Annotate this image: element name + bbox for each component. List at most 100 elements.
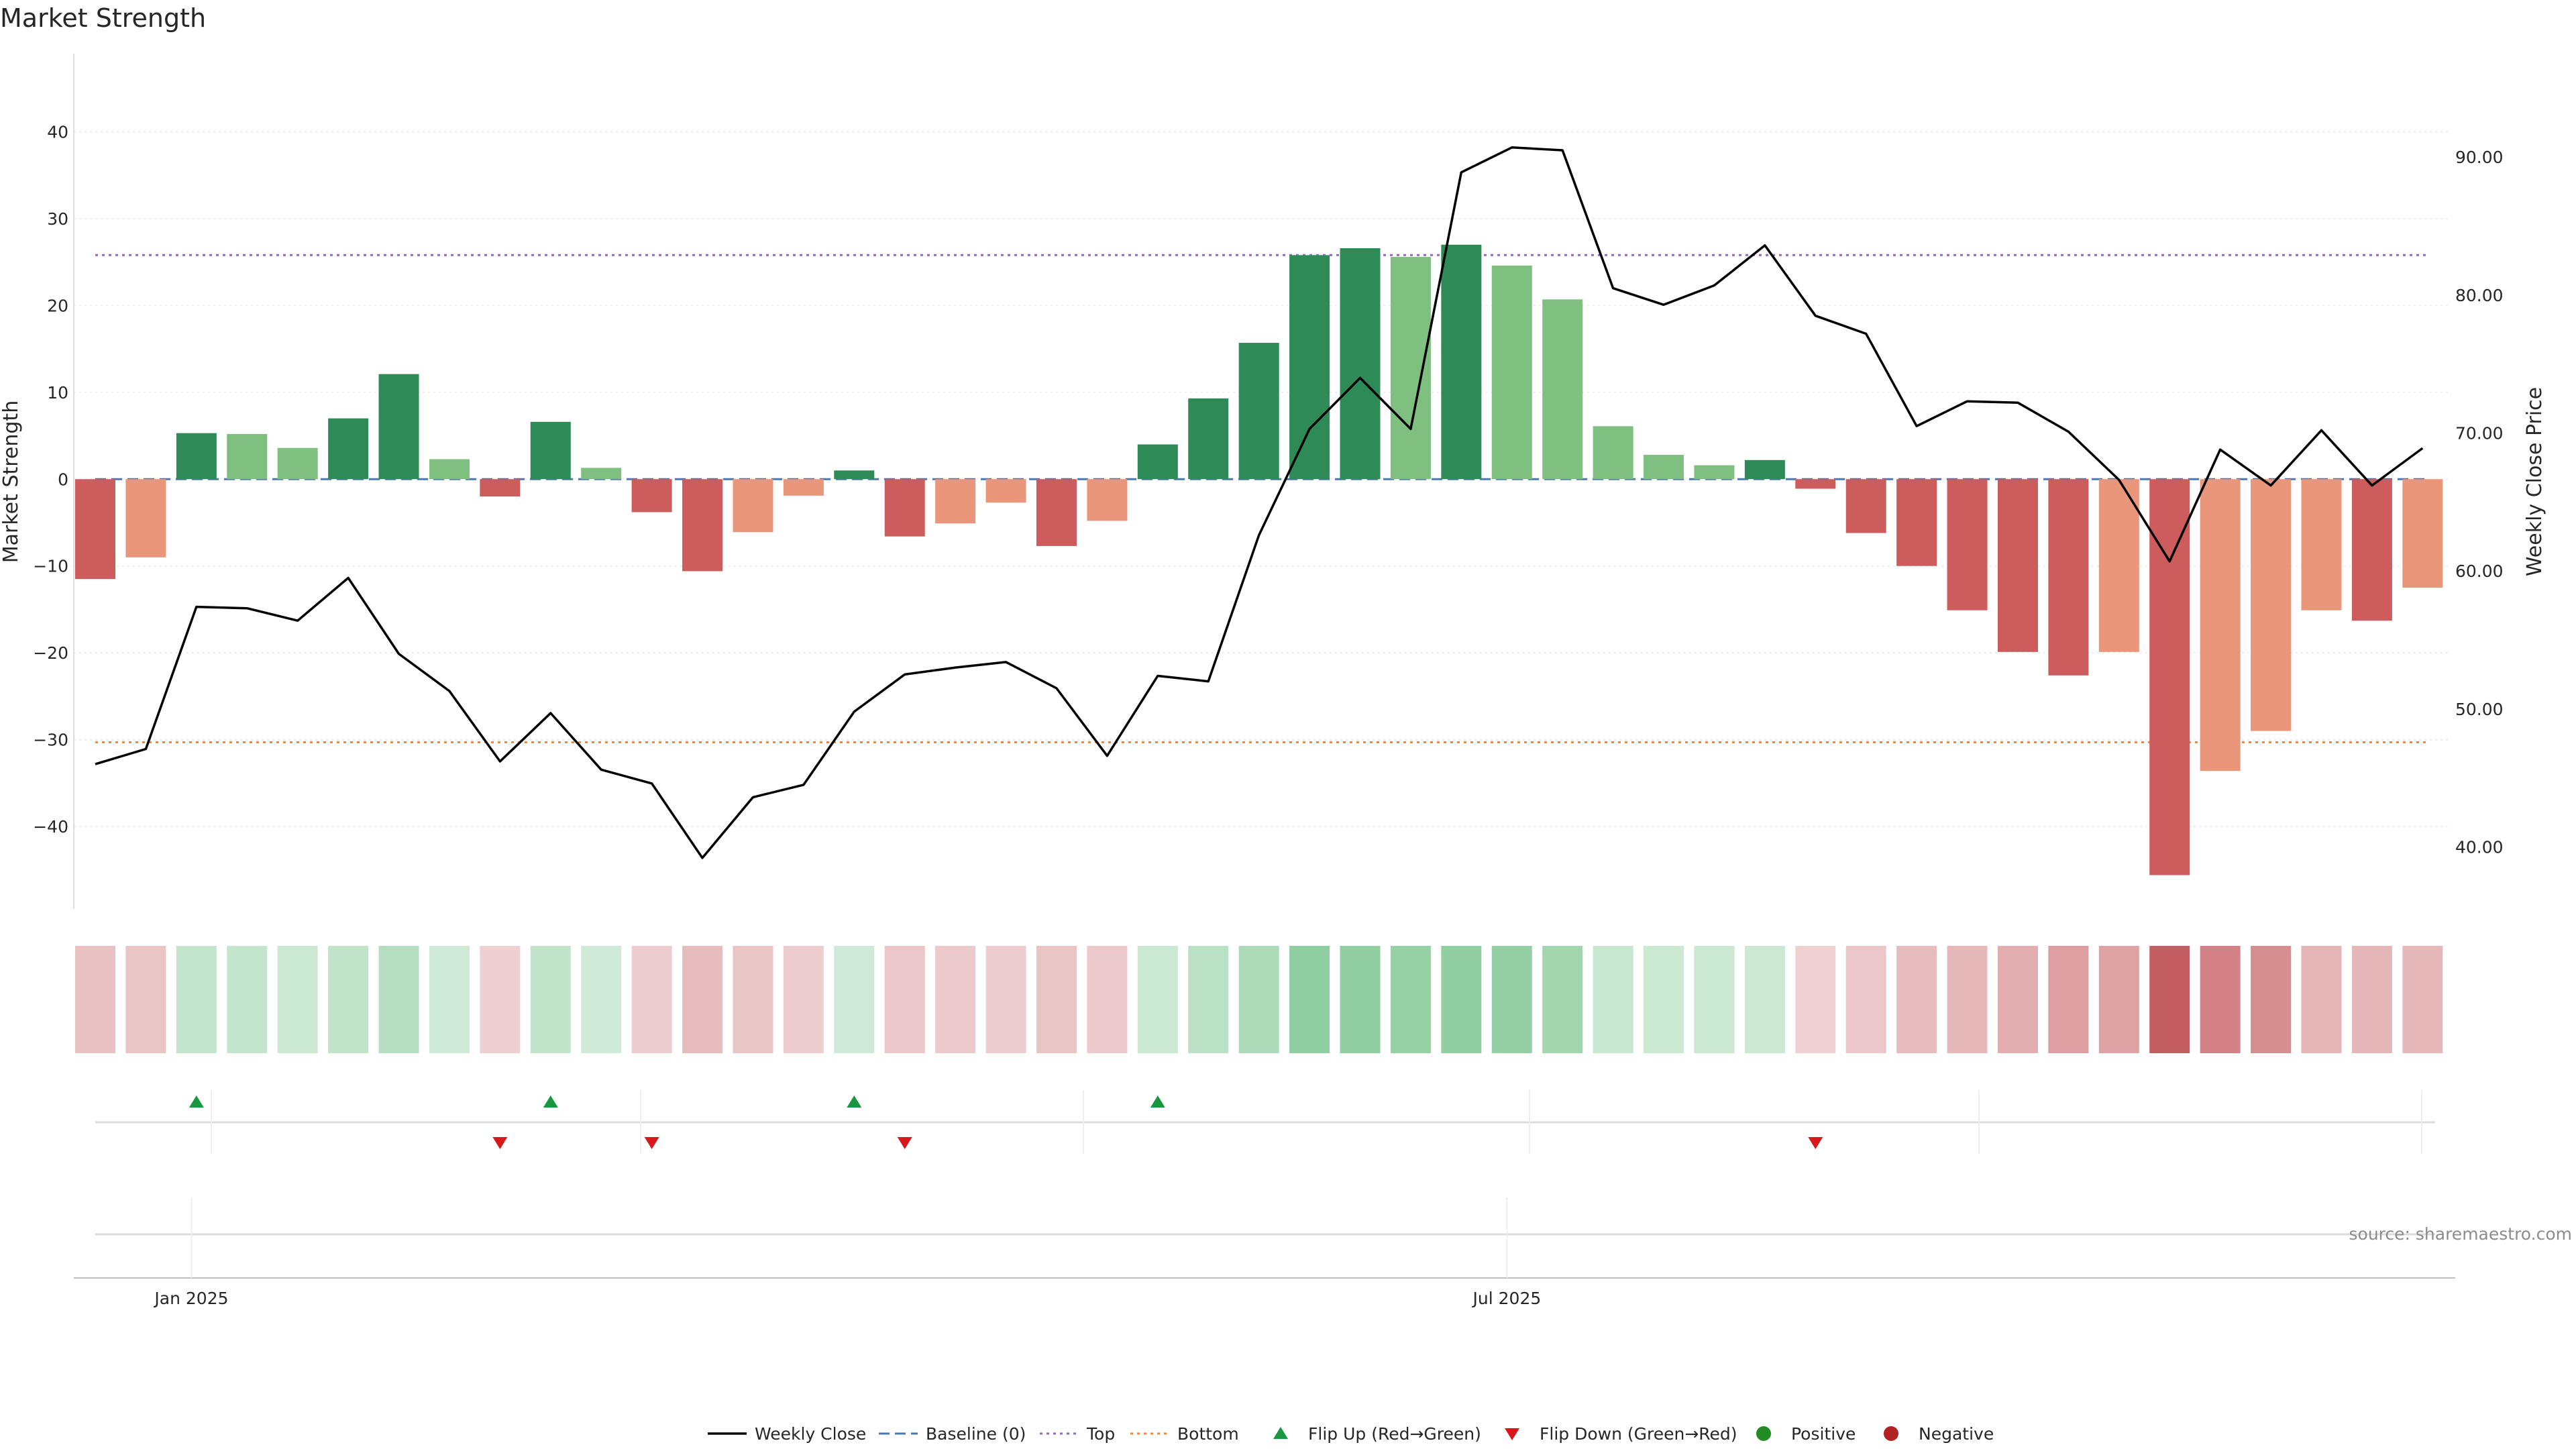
legend-swatch xyxy=(1756,1426,1771,1441)
heat-cell xyxy=(1997,946,2038,1053)
strength-bar xyxy=(733,479,773,533)
legend-item: Weekly Close xyxy=(708,1424,866,1444)
source-label: source: sharemaestro.com xyxy=(2349,1224,2573,1244)
flip-down-marker xyxy=(492,1137,508,1149)
legend-item: Flip Up (Red→Green) xyxy=(1273,1424,1481,1444)
legend-label: Baseline (0) xyxy=(926,1424,1026,1444)
flip-down-marker xyxy=(644,1137,659,1149)
heat-cell xyxy=(530,946,571,1053)
heat-cell xyxy=(2098,946,2139,1053)
strength-bar xyxy=(1238,343,1279,480)
strength-bar xyxy=(682,479,723,572)
heat-cell xyxy=(1238,946,1279,1053)
heat-cell xyxy=(884,946,925,1053)
strength-bar xyxy=(2200,479,2241,771)
strength-bar xyxy=(1997,479,2038,652)
flip-up-marker xyxy=(189,1095,204,1108)
y-right-tick-label: 50.00 xyxy=(2455,700,2504,719)
y-tick-label: −30 xyxy=(33,731,68,750)
legend-item: Baseline (0) xyxy=(879,1424,1026,1444)
heat-cell xyxy=(631,946,672,1053)
y-tick-label: −20 xyxy=(33,643,68,663)
price-line-layer xyxy=(95,146,2424,859)
heat-cell xyxy=(985,946,1026,1053)
legend-label: Flip Down (Green→Red) xyxy=(1540,1424,1737,1444)
heat-cell xyxy=(783,946,824,1053)
strength-bar xyxy=(935,479,976,524)
strength-bar xyxy=(1795,479,1836,489)
strength-bar xyxy=(1744,460,1785,480)
strength-bar xyxy=(1593,426,1633,480)
strength-bar xyxy=(1441,244,1482,480)
strength-bar xyxy=(1542,299,1583,480)
y-axis-label-right: Weekly Close Price xyxy=(2523,387,2546,576)
strength-bar xyxy=(581,468,622,480)
legend-label: Bottom xyxy=(1177,1424,1239,1444)
strength-bar xyxy=(2351,479,2392,621)
legend-label: Positive xyxy=(1791,1424,1856,1444)
strength-bar xyxy=(2402,479,2443,588)
strength-bar xyxy=(1694,465,1735,480)
heat-cell xyxy=(1845,946,1886,1053)
heat-cell xyxy=(1390,946,1431,1053)
strength-bar xyxy=(783,479,824,496)
strength-bar xyxy=(884,479,925,537)
heat-cell xyxy=(1188,946,1229,1053)
strength-bar xyxy=(2251,479,2292,731)
heat-cell xyxy=(1896,946,1937,1053)
y-right-tick-label: 60.00 xyxy=(2455,561,2504,581)
legend-item: Bottom xyxy=(1130,1424,1239,1444)
heat-cell xyxy=(176,946,217,1053)
heat-cell xyxy=(1542,946,1583,1053)
legend-label: Flip Up (Red→Green) xyxy=(1308,1424,1481,1444)
heat-cell xyxy=(2048,946,2089,1053)
strength-bar xyxy=(1340,248,1381,480)
right-axis: 90.00 80.00 70.00 60.00 50.00 40.00 xyxy=(2455,148,2504,857)
strength-bar xyxy=(1845,479,1886,533)
legend-label: Weekly Close xyxy=(755,1424,866,1444)
strength-bar xyxy=(1896,479,1937,566)
left-axis: 40 30 20 10 0 −10 −20 −30 −40 xyxy=(33,54,74,909)
legend-label: Top xyxy=(1086,1424,1115,1444)
heat-cell xyxy=(2351,946,2392,1053)
heat-cell xyxy=(1644,946,1684,1053)
heat-cell xyxy=(1593,946,1633,1053)
heat-cell xyxy=(1289,946,1330,1053)
weekly-close-line xyxy=(95,146,2424,859)
strength-bar xyxy=(1188,398,1229,480)
y-axis-label-left: Market Strength xyxy=(0,400,23,563)
heat-cell xyxy=(328,946,369,1053)
heat-cell xyxy=(1947,946,1988,1053)
heat-cell xyxy=(1694,946,1735,1053)
strength-bar xyxy=(1087,479,1128,521)
heat-cell xyxy=(935,946,976,1053)
y-right-tick-label: 90.00 xyxy=(2455,148,2504,167)
heat-strip xyxy=(75,946,2443,1053)
strength-bar xyxy=(1137,444,1178,480)
chart-title: Market Strength xyxy=(0,3,206,33)
heat-cell xyxy=(1744,946,1785,1053)
legend-item: Positive xyxy=(1756,1424,1856,1444)
flip-up-marker xyxy=(847,1095,862,1108)
y-tick-label: 0 xyxy=(58,470,68,489)
strength-bar xyxy=(176,433,217,480)
y-tick-label: 20 xyxy=(47,296,68,315)
y-tick-label: −40 xyxy=(33,817,68,837)
legend: Weekly Close Baseline (0) Top Bottom Flip Up… xyxy=(708,1424,1994,1444)
heat-cell xyxy=(1087,946,1128,1053)
heat-cell xyxy=(1137,946,1178,1053)
y-tick-label: 30 xyxy=(47,209,68,229)
heat-cell xyxy=(1491,946,1532,1053)
y-right-tick-label: 40.00 xyxy=(2455,837,2504,857)
heat-cell xyxy=(581,946,622,1053)
strength-bar xyxy=(378,374,419,480)
heat-cell xyxy=(2402,946,2443,1053)
strength-bar xyxy=(1390,256,1431,480)
legend-label: Negative xyxy=(1919,1424,1994,1444)
strength-bar xyxy=(1644,455,1684,480)
heat-cell xyxy=(429,946,470,1053)
strength-bar xyxy=(2048,479,2089,676)
heat-cell xyxy=(75,946,115,1053)
strength-bar xyxy=(1491,265,1532,480)
